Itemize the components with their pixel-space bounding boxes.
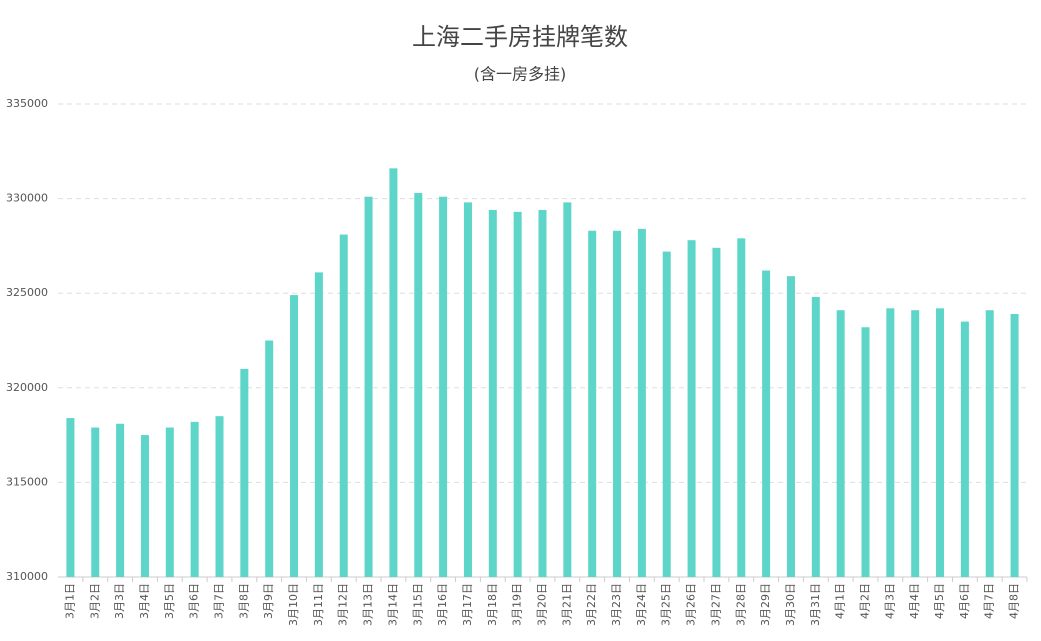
bar [314, 272, 323, 577]
x-tick-label: 3月19日 [511, 583, 524, 626]
bar [786, 276, 795, 577]
chart-subtitle: (含一房多挂) [474, 65, 567, 84]
bar [290, 295, 299, 577]
y-tick-label: 325000 [6, 286, 48, 299]
x-tick-label: 3月25日 [660, 583, 673, 626]
x-tick-label: 3月8日 [237, 583, 250, 619]
x-tick-label: 3月26日 [685, 583, 698, 626]
x-tick-label: 3月4日 [138, 583, 151, 619]
bar [140, 435, 149, 577]
bar [339, 234, 348, 577]
bar [911, 310, 920, 577]
bar [662, 251, 671, 578]
x-tick-label: 3月11日 [312, 583, 325, 626]
y-tick-label: 310000 [6, 570, 48, 583]
bar [563, 202, 572, 577]
x-tick-label: 4月6日 [958, 583, 971, 619]
x-tick-label: 3月2日 [88, 583, 101, 619]
x-tick-label: 3月18日 [486, 583, 499, 626]
bar [762, 270, 771, 577]
chart-title: 上海二手房挂牌笔数 [412, 23, 628, 51]
bar [116, 423, 125, 577]
y-tick-label: 315000 [6, 475, 48, 488]
bar [687, 240, 696, 577]
x-tick-label: 4月5日 [933, 583, 946, 619]
y-tick-label: 320000 [6, 381, 48, 394]
x-tick-label: 3月10日 [287, 583, 300, 626]
bar [588, 230, 597, 577]
bar [91, 427, 100, 577]
bar [165, 427, 174, 577]
bar [439, 196, 448, 577]
x-tick-label: 3月14日 [386, 583, 399, 626]
x-tick-label: 3月9日 [262, 583, 275, 619]
x-tick-label: 4月7日 [983, 583, 996, 619]
bar [265, 340, 274, 577]
bar [985, 310, 994, 577]
x-tick-label: 3月12日 [337, 583, 350, 626]
bar [637, 228, 646, 577]
x-tick-label: 4月2日 [859, 583, 872, 619]
x-tick-label: 4月8日 [1008, 583, 1021, 619]
x-tick-label: 3月17日 [461, 583, 474, 626]
bar [389, 168, 398, 577]
x-tick-label: 3月29日 [759, 583, 772, 626]
bar [811, 296, 820, 577]
x-tick-label: 3月20日 [536, 583, 549, 626]
bar [886, 308, 895, 577]
bar [66, 418, 75, 577]
x-tick-label: 3月5日 [163, 583, 176, 619]
x-tick-label: 3月3日 [113, 583, 126, 619]
x-tick-label: 3月7日 [213, 583, 226, 619]
bar [1010, 314, 1019, 577]
y-tick-label: 330000 [6, 192, 48, 205]
x-tick-label: 3月1日 [63, 583, 76, 619]
bar [936, 308, 945, 577]
bar [215, 416, 224, 577]
bar [712, 247, 721, 578]
x-tick-label: 3月15日 [411, 583, 424, 626]
x-tick-label: 3月16日 [436, 583, 449, 626]
bar [364, 196, 373, 577]
y-tick-label: 335000 [6, 97, 48, 110]
x-tick-label: 3月21日 [560, 583, 573, 626]
bar [960, 321, 969, 577]
bar [240, 368, 249, 577]
bar [836, 310, 845, 577]
bar [538, 209, 547, 577]
x-tick-label: 3月28日 [734, 583, 747, 626]
x-tick-label: 4月3日 [883, 583, 896, 619]
bar [190, 421, 199, 577]
bar [414, 192, 423, 577]
x-tick-label: 3月30日 [784, 583, 797, 626]
bar [463, 202, 472, 577]
x-tick-label: 3月27日 [709, 583, 722, 626]
x-tick-label: 3月23日 [610, 583, 623, 626]
bar [737, 238, 746, 577]
bar [613, 230, 622, 577]
x-tick-label: 3月31日 [809, 583, 822, 626]
bar [513, 211, 522, 577]
x-tick-label: 4月4日 [908, 583, 921, 619]
x-tick-label: 3月13日 [362, 583, 375, 626]
x-tick-label: 3月24日 [635, 583, 648, 626]
x-tick-label: 3月22日 [585, 583, 598, 626]
bar [861, 327, 870, 577]
x-tick-label: 4月1日 [834, 583, 847, 619]
x-tick-label: 3月6日 [188, 583, 201, 619]
bar [488, 209, 497, 577]
